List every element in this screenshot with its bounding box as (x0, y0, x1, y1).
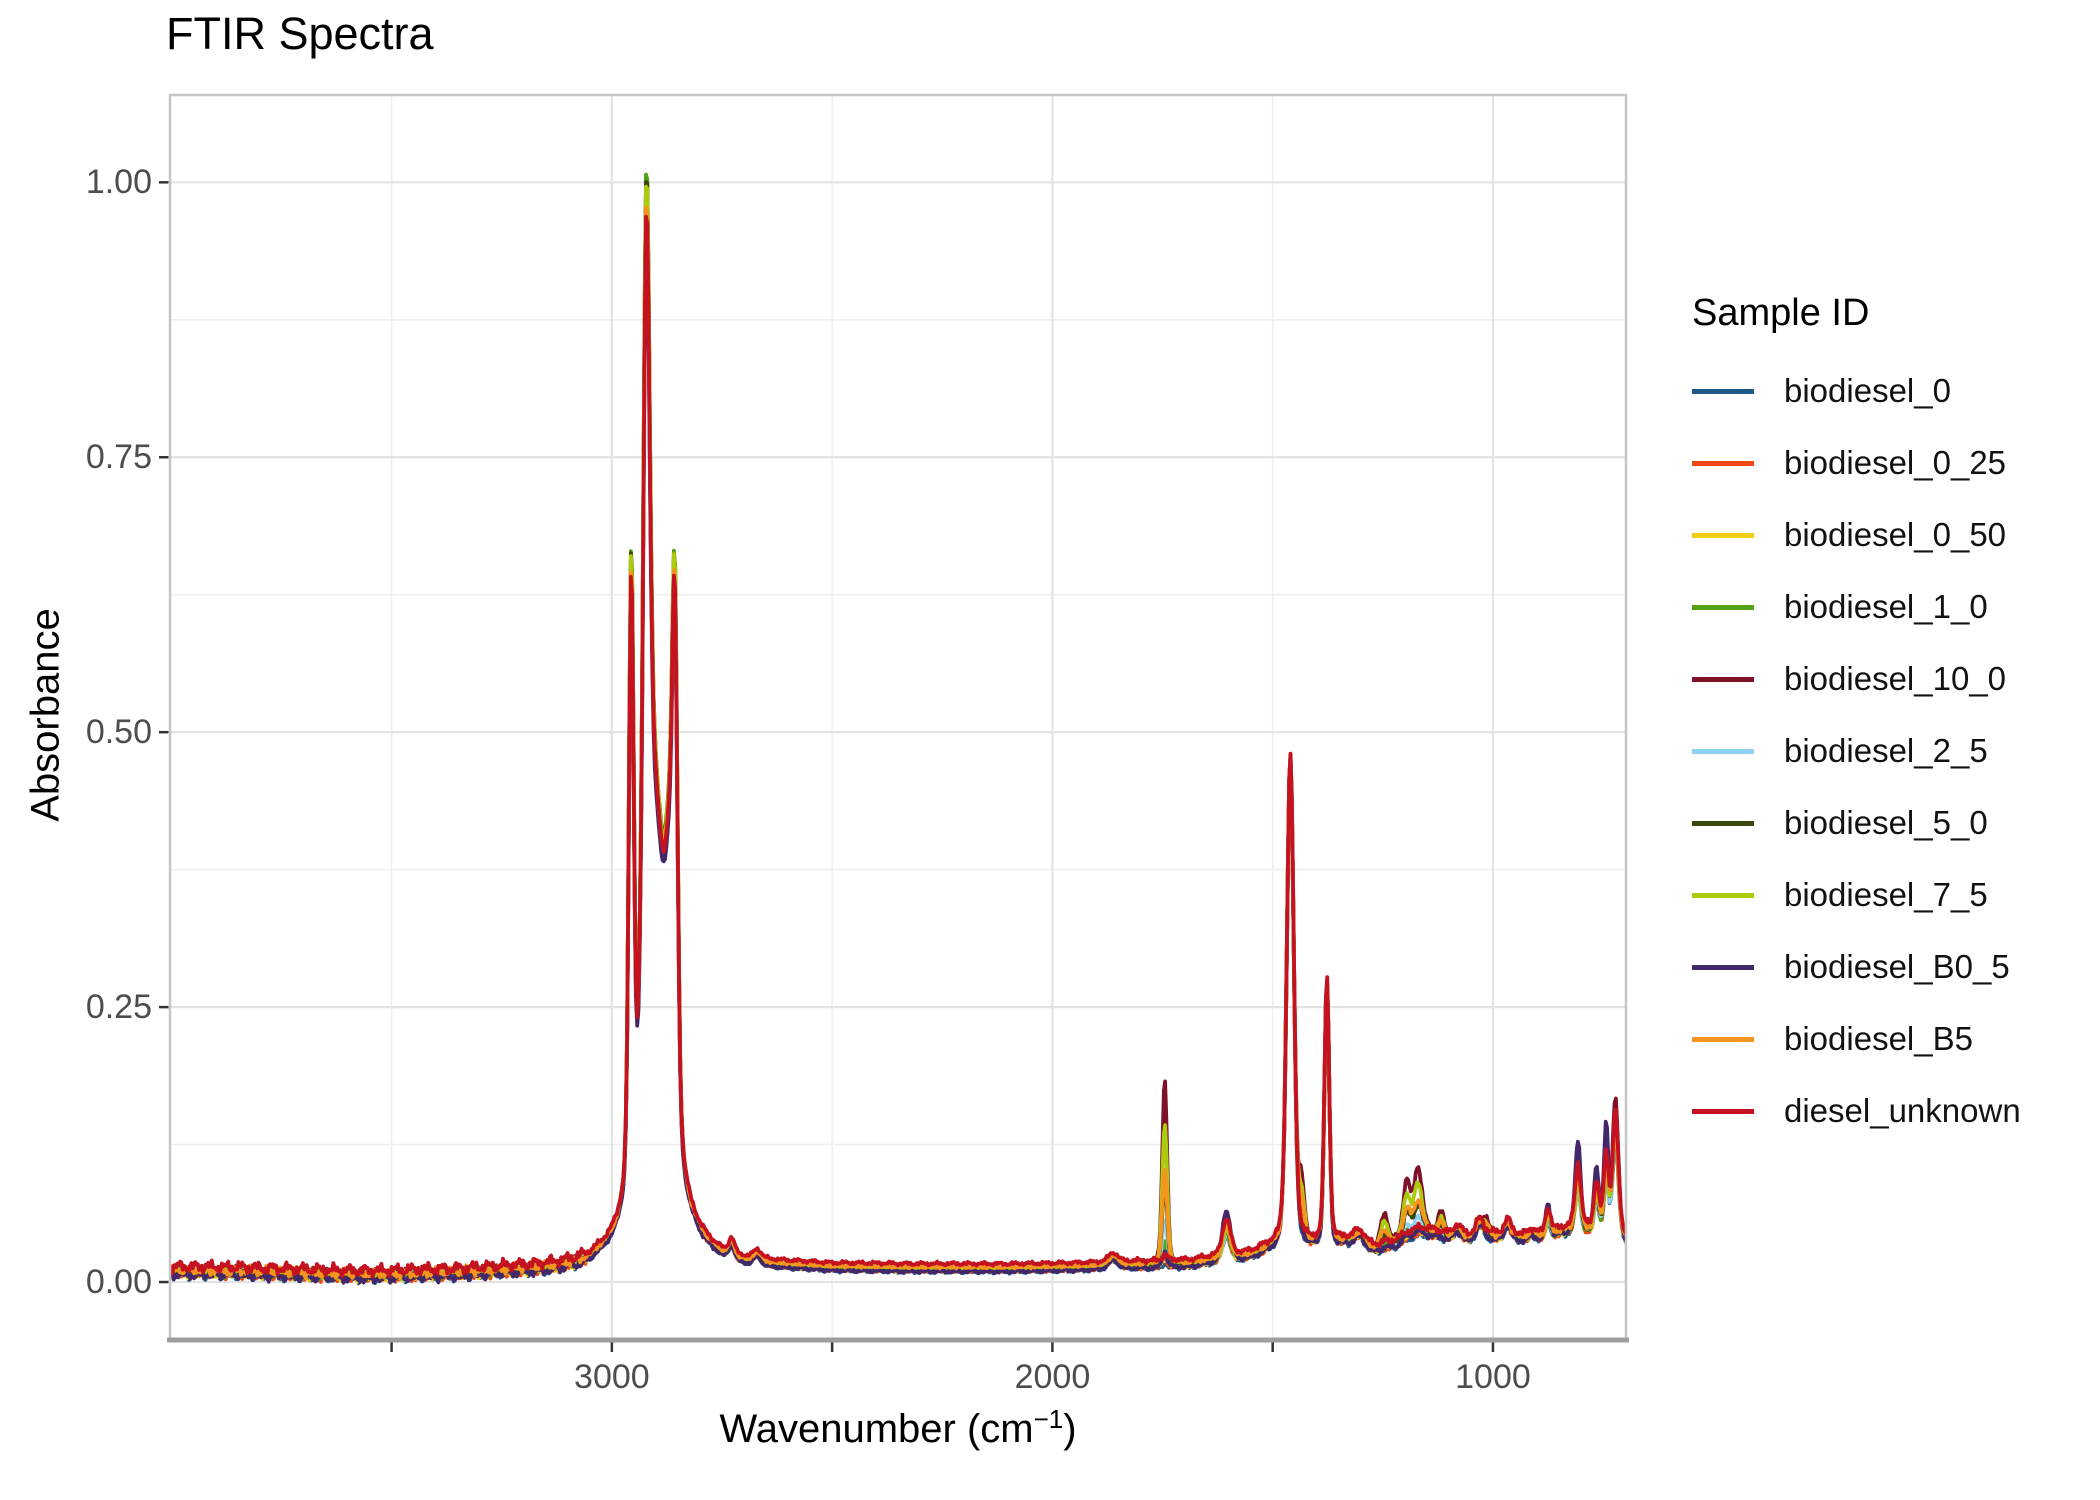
legend-key-line (1692, 1036, 1754, 1042)
legend-item-label: diesel_unknown (1784, 1092, 2021, 1129)
legend-item: biodiesel_0_25 (1692, 427, 2021, 499)
legend-key-line (1692, 676, 1754, 682)
legend-key-line (1692, 1108, 1754, 1114)
legend-item-label: biodiesel_0 (1784, 372, 1951, 409)
legend-title: Sample ID (1692, 292, 1870, 334)
spectrum-line-biodiesel_B0_5 (170, 239, 1626, 1285)
y-tick-label: 0.75 (85, 438, 152, 477)
spectrum-line-diesel_unknown (170, 214, 1626, 1279)
y-tick-label: 1.00 (85, 163, 152, 202)
spectrum-line-biodiesel_B5 (170, 205, 1626, 1280)
legend-item-label: biodiesel_0_25 (1784, 444, 2007, 481)
legend-item-label: biodiesel_5_0 (1784, 804, 1988, 841)
legend-item-label: biodiesel_0_50 (1784, 516, 2007, 553)
legend-item-label: biodiesel_1_0 (1784, 588, 1988, 625)
y-tick-label: 0.25 (85, 988, 152, 1027)
legend-item: biodiesel_1_0 (1692, 571, 2021, 643)
x-axis-title-superscript: −1 (1033, 1404, 1064, 1434)
legend-item: biodiesel_B5 (1692, 1003, 2021, 1075)
panel-border (168, 93, 1628, 1341)
legend-key-line (1692, 892, 1754, 898)
legend-key-line (1692, 532, 1754, 538)
spectrum-line-biodiesel_0 (170, 202, 1626, 1286)
chart-title: FTIR Spectra (166, 8, 434, 59)
x-axis-title-suffix: ) (1063, 1407, 1077, 1451)
spectrum-line-biodiesel_0_50 (170, 190, 1626, 1284)
legend: Sample ID biodiesel_0 biodiesel_0_25 biodi… (1692, 292, 2021, 1147)
y-tick-label: 0.00 (85, 1263, 152, 1302)
legend-item-label: biodiesel_B5 (1784, 1020, 1973, 1057)
y-tick-label: 0.50 (85, 713, 152, 752)
legend-item: diesel_unknown (1692, 1075, 2021, 1147)
legend-item-label: biodiesel_10_0 (1784, 660, 2007, 697)
legend-item: biodiesel_5_0 (1692, 787, 2021, 859)
legend-key-line (1692, 604, 1754, 610)
legend-item: biodiesel_0_50 (1692, 499, 2021, 571)
legend-key-line (1692, 460, 1754, 466)
spectrum-line-biodiesel_2_5 (170, 203, 1626, 1283)
legend-item: biodiesel_0 (1692, 355, 2021, 427)
spectrum-line-biodiesel_1_0 (170, 172, 1626, 1283)
spectrum-line-biodiesel_10_0 (170, 212, 1626, 1282)
legend-item-label: biodiesel_B0_5 (1784, 948, 2010, 985)
spectrum-line-biodiesel_0_25 (170, 198, 1626, 1284)
legend-item: biodiesel_2_5 (1692, 715, 2021, 787)
x-axis-title: Wavenumber (cm−1) (719, 1404, 1076, 1452)
legend-item: biodiesel_10_0 (1692, 643, 2021, 715)
x-tick-label: 3000 (574, 1358, 650, 1396)
x-tick-label: 2000 (1014, 1358, 1091, 1396)
x-axis-title-text: Wavenumber (cm (719, 1407, 1034, 1451)
x-tick-label: 1000 (1455, 1358, 1531, 1396)
legend-item-label: biodiesel_7_5 (1784, 876, 1988, 913)
legend-item: biodiesel_B0_5 (1692, 931, 2021, 1003)
legend-item-label: biodiesel_2_5 (1784, 732, 1988, 769)
legend-key-line (1692, 964, 1754, 970)
legend-item: biodiesel_7_5 (1692, 859, 2021, 931)
legend-key-line (1692, 748, 1754, 754)
legend-key-line (1692, 820, 1754, 826)
legend-key-line (1692, 388, 1754, 394)
